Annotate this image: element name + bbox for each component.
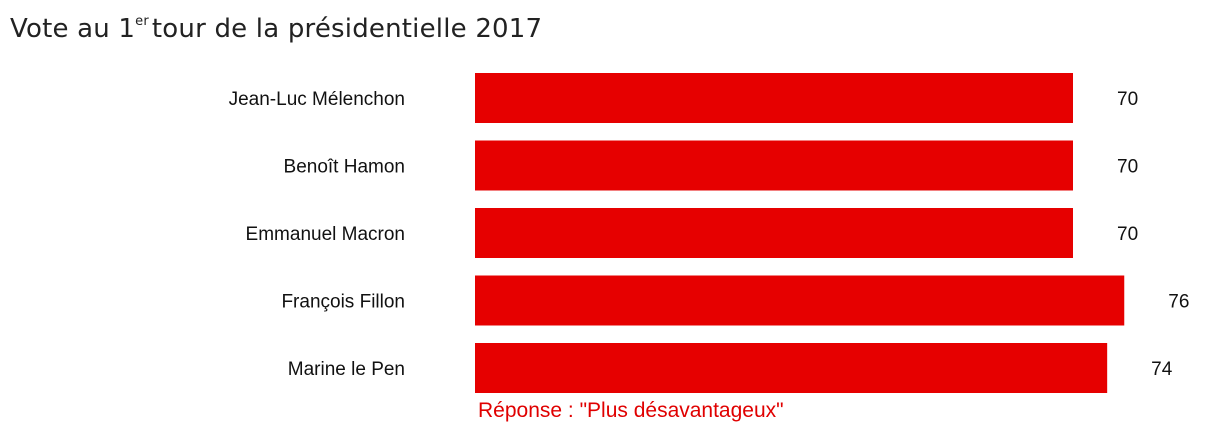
bar [475,208,1073,258]
chart-title-prefix: Vote au 1 [10,14,136,44]
category-label: Jean-Luc Mélenchon [229,89,405,110]
value-label: 76 [1168,292,1189,313]
value-label: 70 [1117,157,1138,178]
category-label: François Fillon [281,292,405,313]
bar [475,343,1108,393]
response-note: Réponse : "Plus désavantageux" [478,399,784,422]
chart-title-superscript: er [135,14,149,29]
chart-title-suffix: tour de la présidentielle 2017 [151,14,543,44]
bar [475,73,1073,123]
value-label: 70 [1117,224,1138,245]
value-label: 74 [1151,359,1173,380]
value-label: 70 [1117,89,1138,110]
category-label: Emmanuel Macron [246,224,405,245]
category-label: Marine le Pen [288,359,405,380]
bar [475,275,1125,326]
chart-title: Vote au 1er tour de la présidentielle 201… [10,14,542,44]
category-label: Benoît Hamon [284,157,405,178]
bar [475,140,1073,191]
